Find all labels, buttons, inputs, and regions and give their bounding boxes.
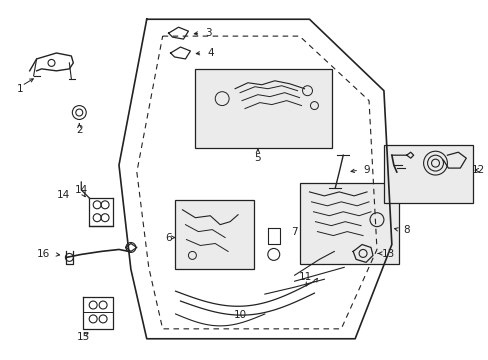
Text: 12: 12 [470,165,484,175]
Text: 15: 15 [77,332,90,342]
Text: 14: 14 [75,185,88,195]
Text: 16: 16 [37,249,50,260]
Text: 7: 7 [291,226,297,237]
Text: 10: 10 [233,310,246,320]
Text: 4: 4 [206,48,213,58]
Bar [383,145,472,203]
Text: 9: 9 [363,165,369,175]
Text: 13: 13 [382,249,395,260]
Bar [299,183,398,264]
Text: 11: 11 [298,272,311,282]
Text: 8: 8 [403,225,409,235]
Text: 1: 1 [17,84,23,94]
Text: 2: 2 [76,125,82,135]
Text: 5: 5 [254,153,261,163]
Bar [174,200,253,269]
Text: 6: 6 [165,233,172,243]
Text: 3: 3 [204,28,211,38]
Bar [195,69,332,148]
Text: 14: 14 [57,190,70,200]
